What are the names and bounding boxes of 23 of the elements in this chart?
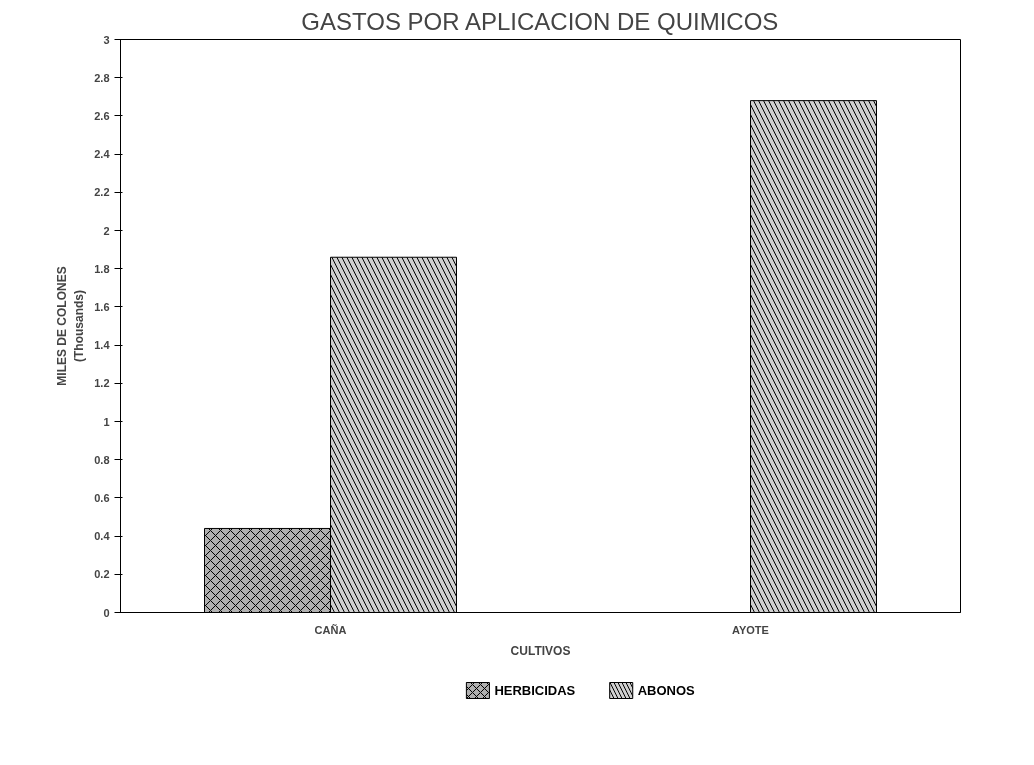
x-tick-label: CAÑA: [314, 623, 347, 636]
legend-label: ABONOS: [637, 683, 696, 698]
y-tick-label: 0.8: [94, 453, 110, 466]
legend-label: HERBICIDAS: [494, 683, 576, 698]
y-tick-label: 2.8: [94, 71, 110, 84]
y-tick-label: 3: [103, 33, 110, 46]
x-axis-title: CULTIVOS: [510, 643, 571, 658]
y-axis-title: MILES DE COLONES (Thousands): [55, 266, 87, 386]
y-tick-label: 1.2: [94, 377, 110, 390]
x-tick-label: AYOTE: [732, 623, 769, 636]
y-tick-label: 1.4: [94, 339, 111, 352]
y-tick-label: 1: [103, 415, 110, 428]
y-tick-label: 2: [103, 224, 110, 237]
y-tick-label: 1.8: [94, 262, 110, 275]
y-tick-label: 0.2: [94, 568, 110, 581]
y-tick-label: 1.6: [94, 300, 110, 313]
y-tick-label: 0.4: [94, 530, 111, 543]
y-tick-label: 2.2: [94, 186, 110, 199]
chart-title: GASTOS POR APLICACION DE QUIMICOS: [301, 7, 779, 35]
y-tick-label: 0: [103, 606, 110, 619]
y-tick-label: 2.4: [94, 148, 111, 161]
y-tick-label: 2.6: [94, 109, 110, 122]
y-tick-label: 0.6: [94, 491, 110, 504]
